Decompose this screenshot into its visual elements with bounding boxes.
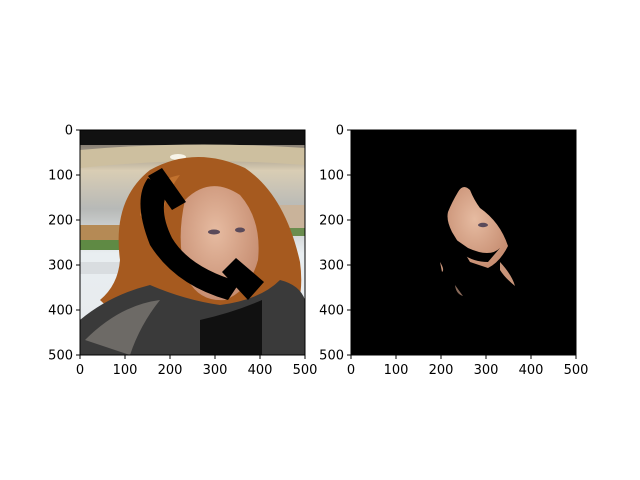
x-tick-label: 200 xyxy=(158,363,183,378)
y-tick-label: 400 xyxy=(48,304,73,319)
field-green xyxy=(80,240,140,250)
dark-garment xyxy=(200,300,262,355)
right-axes: 0 100 200 300 400 500 0 100 200 300 400 500 xyxy=(319,124,588,379)
mask-stroke-top xyxy=(148,168,186,210)
right-axes-frame xyxy=(350,129,577,356)
y-tick-label: 500 xyxy=(319,349,344,364)
y-tick-label: 100 xyxy=(48,169,73,184)
ceiling-beam xyxy=(80,144,305,168)
fur-highlight xyxy=(85,300,160,355)
y-tick-label: 300 xyxy=(48,259,73,274)
eye-right xyxy=(235,227,245,233)
segmented-eye xyxy=(478,222,488,228)
x-tick-label: 100 xyxy=(113,363,138,378)
x-tick-label: 300 xyxy=(203,363,228,378)
segmented-fragment-3 xyxy=(455,285,463,296)
x-tick-label: 300 xyxy=(474,363,499,378)
y-tick-label: 100 xyxy=(319,169,344,184)
x-tick-label: 0 xyxy=(76,363,84,378)
left-axes-frame xyxy=(79,129,306,356)
x-tick-label: 200 xyxy=(429,363,454,378)
mask-stroke-bottom xyxy=(222,258,264,300)
y-tick-label: 0 xyxy=(65,124,73,139)
segmented-mask-stroke xyxy=(445,232,500,262)
y-tick-label: 200 xyxy=(319,214,344,229)
x-tick-label: 400 xyxy=(519,363,544,378)
x-tick-label: 100 xyxy=(384,363,409,378)
y-tick-label: 200 xyxy=(48,214,73,229)
segmented-fragment-1 xyxy=(440,262,444,272)
x-tick-label: 500 xyxy=(564,363,589,378)
eye-left xyxy=(208,229,220,235)
y-tick-label: 500 xyxy=(48,349,73,364)
y-tick-label: 400 xyxy=(319,304,344,319)
segmented-fragment-2 xyxy=(500,262,515,286)
y-tick-label: 0 xyxy=(336,124,344,139)
x-tick-label: 400 xyxy=(248,363,273,378)
mask-top-band xyxy=(80,130,305,145)
x-tick-label: 500 xyxy=(293,363,318,378)
right-image-panel xyxy=(351,130,576,355)
left-axes: 0 100 200 300 400 500 0 100 200 300 400 500 xyxy=(48,124,317,379)
left-image-panel xyxy=(80,130,305,355)
y-tick-label: 300 xyxy=(319,259,344,274)
x-tick-label: 0 xyxy=(347,363,355,378)
mask-arc xyxy=(140,178,240,300)
